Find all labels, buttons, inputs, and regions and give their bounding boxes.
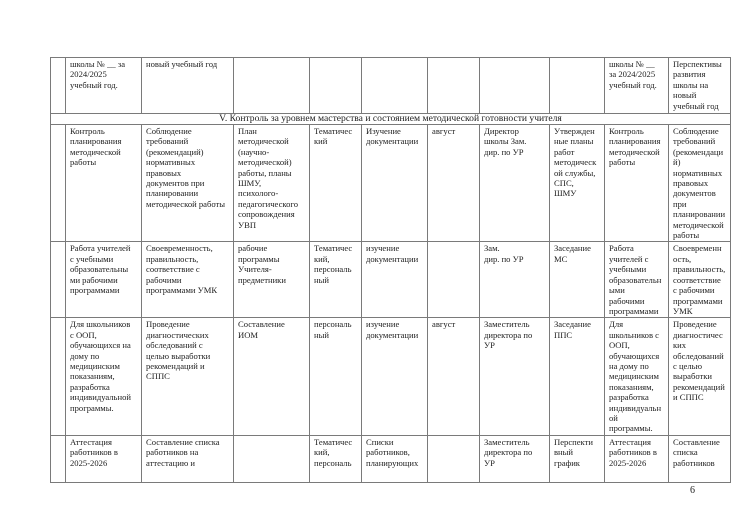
section-header-body: V. Контроль за уровнем мастерства и сост…: [50, 113, 731, 125]
table-row: Контроль планирования методической работ…: [50, 123, 731, 243]
table-cell: Заседание МС: [549, 241, 605, 319]
table-cell: август: [427, 317, 480, 436]
table-cell: Тематичес кий, персональ: [309, 434, 362, 483]
table-cell: Изучение документации: [361, 123, 428, 243]
table-body-after: Контроль планирования методической работ…: [50, 123, 731, 483]
table-cell: Директор школы Зам. дир. по УР: [479, 123, 550, 243]
table-cell: [427, 434, 480, 483]
table-cell: Заседание ППС: [549, 317, 605, 436]
table-cell: Тематичес кий, персональ ный: [309, 241, 362, 319]
table-row: Для школьников с ООП, обучающихся на дом…: [50, 317, 731, 436]
table-cell: Работа учителей с учебными образовательн…: [65, 241, 142, 319]
table-cell: [50, 434, 66, 483]
table-cell: Составление списка работников на аттеста…: [141, 434, 234, 483]
table-cell: Проведение диагностичес ких обследований…: [668, 317, 731, 436]
table-cell: изучение документации: [361, 241, 428, 319]
table-cell: новый учебный год: [141, 57, 234, 114]
table-cell: [309, 57, 362, 114]
table-cell: [50, 241, 66, 319]
table-cell: Своевременность, правильность, соответст…: [141, 241, 234, 319]
table-cell: [479, 57, 550, 114]
table-cell: Зам. дир. по УР: [479, 241, 550, 319]
table-row: школы № __ за 2024/2025 учебный год. новы…: [50, 57, 731, 114]
section-title: V. Контроль за уровнем мастерства и сост…: [50, 113, 731, 125]
table-cell: Контроль планирования методической работ…: [65, 123, 142, 243]
table-cell: [50, 317, 66, 436]
table-cell: [549, 57, 605, 114]
table-cell: Проведение диагностических обследований …: [141, 317, 234, 436]
table-cell: Аттестация работников в 2025-2026: [604, 434, 669, 483]
table-row: Аттестация работников в 2025-2026 Составл…: [50, 434, 731, 483]
table-cell: Утвержден ные планы работ методическ ой …: [549, 123, 605, 243]
table-cell: Контроль планирования методической работ…: [604, 123, 669, 243]
table-cell: Составление списка работников: [668, 434, 731, 483]
table-cell: Своевременн ость, правильность, соответс…: [668, 241, 731, 319]
table-cell: школы № __ за 2024/2025 учебный год.: [604, 57, 669, 114]
table-cell: школы № __ за 2024/2025 учебный год.: [65, 57, 142, 114]
table-cell: Составление ИОМ: [233, 317, 310, 436]
table-cell: [233, 57, 310, 114]
section-header-row: V. Контроль за уровнем мастерства и сост…: [50, 113, 731, 125]
table-cell: рабочие программы Учителя- предметники: [233, 241, 310, 319]
table-cell: Соблюдение требований (рекомендаци й) но…: [668, 123, 731, 243]
control-plan-table: школы № __ за 2024/2025 учебный год. новы…: [50, 57, 731, 483]
table-cell: [361, 57, 428, 114]
table-cell: Заместитель директора по УР: [479, 434, 550, 483]
table-cell: Аттестация работников в 2025-2026: [65, 434, 142, 483]
table-cell: [233, 434, 310, 483]
table-cell: [427, 241, 480, 319]
table-cell: август: [427, 123, 480, 243]
table-cell: Для школьников с ООП, обучающихся на дом…: [65, 317, 142, 436]
table-cell: изучение документации: [361, 317, 428, 436]
table-cell: Списки работников, планирующих: [361, 434, 428, 483]
table-cell: Перспективы развития школы на новый учеб…: [668, 57, 731, 114]
table-cell: персональ ный: [309, 317, 362, 436]
table-row: Работа учителей с учебными образовательн…: [50, 241, 731, 319]
table-cell: [50, 123, 66, 243]
table-cell: Перспекти вный график: [549, 434, 605, 483]
table-body-before: школы № __ за 2024/2025 учебный год. новы…: [50, 57, 731, 114]
table-cell: Для школьников с ООП, обучающихся на дом…: [604, 317, 669, 436]
table-cell: Тематичес кий: [309, 123, 362, 243]
table-cell: Соблюдение требований (рекомендаций) нор…: [141, 123, 234, 243]
table-cell: Заместитель директора по УР: [479, 317, 550, 436]
table-cell: [50, 57, 66, 114]
table-cell: План методической (научно- методической)…: [233, 123, 310, 243]
table-cell: [427, 57, 480, 114]
table-cell: Работа учителей с учебными образовательн…: [604, 241, 669, 319]
page-number: 6: [690, 485, 695, 496]
